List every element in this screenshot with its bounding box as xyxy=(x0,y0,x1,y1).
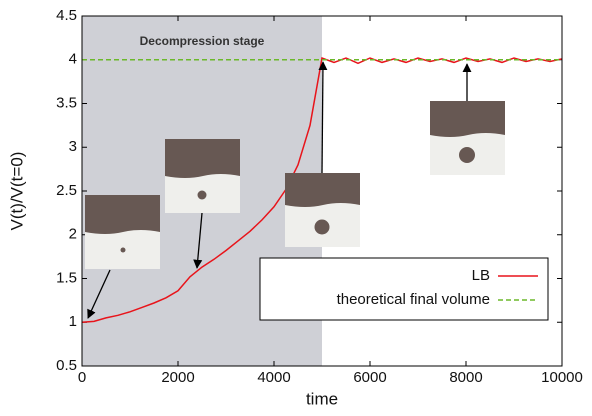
y-tick-label: 4.5 xyxy=(56,7,77,24)
arrow xyxy=(193,212,203,269)
y-tick-label: 4 xyxy=(69,51,77,68)
inset-bubble xyxy=(197,190,207,200)
x-tick-label: 0 xyxy=(78,369,86,386)
series-line xyxy=(81,56,563,324)
legend-box xyxy=(259,257,549,321)
arrow xyxy=(87,269,111,319)
x-axis-label: time xyxy=(306,389,338,408)
y-tick-label: 1.5 xyxy=(56,269,77,286)
y-tick-label: 1 xyxy=(69,313,77,330)
plot-frame xyxy=(81,15,563,367)
legend-label: theoretical final volume xyxy=(337,291,490,308)
inset-bubble xyxy=(314,219,330,235)
region-label: Decompression stage xyxy=(140,34,265,48)
inset-fluid xyxy=(85,195,160,234)
inset-fluid xyxy=(285,173,360,207)
inset-fluid xyxy=(165,139,240,178)
x-tick-label: 2000 xyxy=(161,369,194,386)
y-tick-label: 2 xyxy=(69,226,77,243)
y-tick-label: 0.5 xyxy=(56,357,77,374)
y-tick-label: 3.5 xyxy=(56,94,77,111)
x-tick-label: 8000 xyxy=(449,369,482,386)
inset-fluid xyxy=(430,101,505,137)
inset-bubble xyxy=(120,247,126,253)
legend-label: LB xyxy=(472,267,490,284)
inset-bubble xyxy=(459,147,475,163)
y-tick-label: 2.5 xyxy=(56,182,77,199)
y-tick-label: 3 xyxy=(69,138,77,155)
arrow xyxy=(318,61,328,174)
legend: LB theoretical final volume xyxy=(259,257,549,321)
x-tick-label: 4000 xyxy=(257,369,290,386)
x-tick-label: 10000 xyxy=(541,369,583,386)
x-tick-label: 6000 xyxy=(353,369,386,386)
y-axis-label: V(t)/V(t=0) xyxy=(7,152,26,231)
